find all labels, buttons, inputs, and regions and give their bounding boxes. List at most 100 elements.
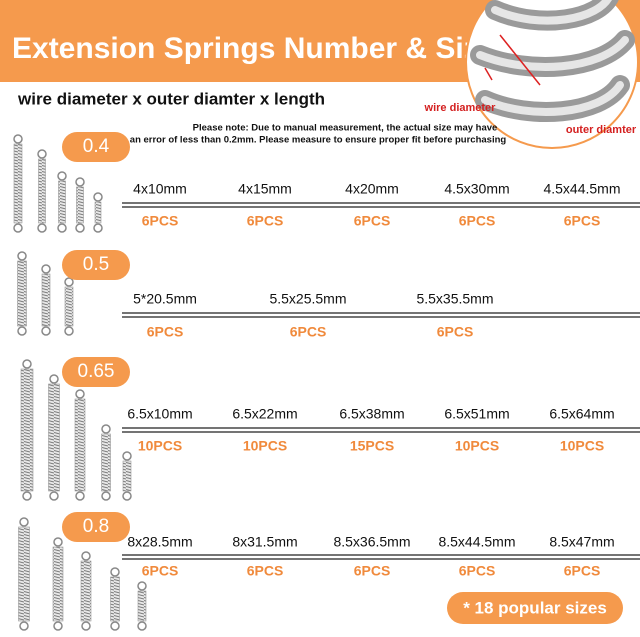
spring-hook bbox=[64, 326, 74, 336]
qty-label: 6PCS bbox=[247, 563, 284, 579]
spring-hook bbox=[22, 359, 32, 369]
qty-label: 15PCS bbox=[350, 438, 394, 454]
spring-hook bbox=[19, 621, 29, 631]
diameter-pill bbox=[62, 357, 130, 387]
spring-hook bbox=[13, 134, 23, 144]
size-label: 6.5x10mm bbox=[127, 406, 192, 422]
spring-hook bbox=[19, 517, 29, 527]
qty-label: 10PCS bbox=[560, 438, 604, 454]
size-label: 5.5x35.5mm bbox=[416, 291, 493, 307]
spring-body bbox=[17, 260, 27, 327]
badge: * 18 popular sizes bbox=[463, 598, 607, 617]
wire-label: wire diameter bbox=[424, 102, 497, 114]
spring-hook bbox=[13, 223, 23, 233]
spring-hook bbox=[53, 537, 63, 547]
spring-body bbox=[48, 383, 60, 492]
spring-hook bbox=[101, 424, 111, 434]
spring-body bbox=[64, 286, 74, 327]
diameter-label: 0.5 bbox=[83, 254, 109, 275]
spring-hook bbox=[53, 621, 63, 631]
size-label: 6.5x22mm bbox=[232, 406, 297, 422]
qty-label: 10PCS bbox=[138, 438, 182, 454]
spring-body bbox=[80, 560, 92, 622]
size-label: 8.5x47mm bbox=[549, 534, 614, 550]
spring-body bbox=[94, 201, 102, 224]
qty-label: 10PCS bbox=[455, 438, 499, 454]
size-label: 5.5x25.5mm bbox=[269, 291, 346, 307]
spring-hook bbox=[49, 491, 59, 501]
spring-hook bbox=[37, 149, 47, 159]
spring-hook bbox=[101, 491, 111, 501]
spring-closeup bbox=[465, 0, 639, 149]
spring-hook bbox=[75, 389, 85, 399]
note-line: an error of less than 0.2mm. Please meas… bbox=[130, 135, 507, 146]
spring-body bbox=[74, 398, 86, 492]
note-line: Please note: Due to manual measurement, … bbox=[193, 123, 498, 134]
spring-hook bbox=[81, 621, 91, 631]
spring-body bbox=[41, 273, 51, 327]
qty-label: 6PCS bbox=[290, 324, 327, 340]
spring-hook bbox=[64, 277, 74, 287]
size-label: 4x20mm bbox=[345, 181, 399, 197]
size-label: 8.5x44.5mm bbox=[438, 534, 515, 550]
diameter-pill bbox=[62, 132, 130, 162]
spring-hook bbox=[49, 374, 59, 384]
spring-body bbox=[110, 576, 120, 622]
spring-body bbox=[52, 546, 64, 622]
spring-body bbox=[38, 158, 46, 224]
spring-hook bbox=[41, 326, 51, 336]
spring-hook bbox=[93, 192, 103, 202]
spring-hook bbox=[110, 567, 120, 577]
qty-label: 10PCS bbox=[243, 438, 287, 454]
spring-hook bbox=[57, 223, 67, 233]
spring-hook bbox=[75, 177, 85, 187]
size-label: 6.5x51mm bbox=[444, 406, 509, 422]
diameter-label: 0.4 bbox=[83, 136, 110, 157]
outer-label: outer diamter bbox=[566, 124, 637, 136]
spring-body bbox=[137, 590, 147, 622]
qty-label: 6PCS bbox=[437, 324, 474, 340]
spring-hook bbox=[22, 491, 32, 501]
spring-hook bbox=[75, 491, 85, 501]
spring-hook bbox=[81, 551, 91, 561]
qty-label: 6PCS bbox=[354, 563, 391, 579]
diameter-label: 0.65 bbox=[78, 361, 115, 382]
qty-label: 6PCS bbox=[459, 563, 496, 579]
qty-label: 6PCS bbox=[247, 213, 284, 229]
subtitle: wire diameter x outer diamter x length bbox=[17, 89, 325, 108]
spring-body bbox=[76, 186, 84, 224]
qty-label: 6PCS bbox=[564, 213, 601, 229]
spring-body bbox=[122, 460, 132, 492]
qty-label: 6PCS bbox=[142, 563, 179, 579]
spring-hook bbox=[93, 223, 103, 233]
spring-body bbox=[58, 180, 66, 224]
spring-hook bbox=[110, 621, 120, 631]
size-label: 8.5x36.5mm bbox=[333, 534, 410, 550]
qty-label: 6PCS bbox=[459, 213, 496, 229]
size-label: 4x10mm bbox=[133, 181, 187, 197]
diameter-label: 0.8 bbox=[83, 516, 109, 537]
spring-hook bbox=[137, 621, 147, 631]
size-label: 4x15mm bbox=[238, 181, 292, 197]
spring-body bbox=[13, 143, 23, 224]
size-label: 8x28.5mm bbox=[127, 534, 192, 550]
spring-body bbox=[101, 433, 111, 492]
diameter-pill bbox=[62, 250, 130, 280]
spring-hook bbox=[37, 223, 47, 233]
spring-hook bbox=[122, 451, 132, 461]
qty-label: 6PCS bbox=[564, 563, 601, 579]
size-label: 4.5x44.5mm bbox=[543, 181, 620, 197]
size-label: 5*20.5mm bbox=[133, 291, 197, 307]
qty-label: 6PCS bbox=[354, 213, 391, 229]
spring-hook bbox=[17, 251, 27, 261]
size-label: 4.5x30mm bbox=[444, 181, 509, 197]
spring-body bbox=[20, 368, 34, 492]
spring-hook bbox=[41, 264, 51, 274]
spring-body bbox=[18, 526, 30, 622]
qty-label: 6PCS bbox=[142, 213, 179, 229]
size-label: 6.5x38mm bbox=[339, 406, 404, 422]
badge-bg bbox=[447, 592, 623, 624]
title: Extension Springs Number & Size bbox=[12, 32, 495, 65]
diameter-pill bbox=[62, 512, 130, 542]
